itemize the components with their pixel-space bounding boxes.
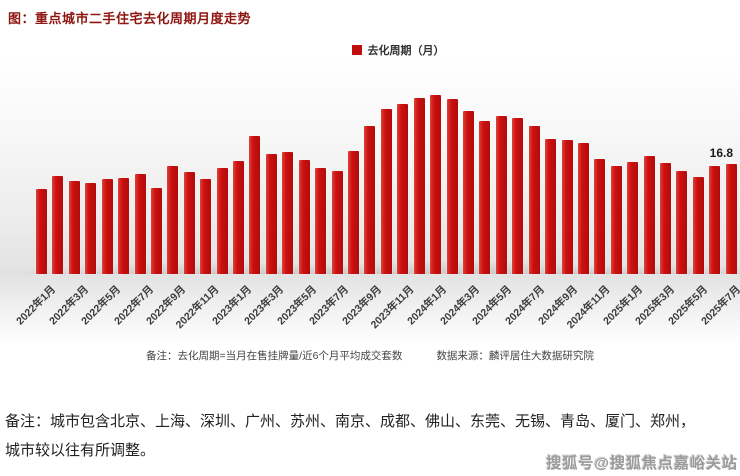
bar-2023年6月 — [315, 168, 327, 274]
bar-2022年4月 — [85, 183, 97, 274]
bar-2023年4月 — [282, 152, 294, 274]
bar-2024年6月 — [512, 118, 524, 274]
bar-2022年6月 — [118, 178, 130, 274]
bar-2023年12月 — [413, 98, 425, 274]
bar-2024年5月 — [495, 116, 507, 274]
bar-2024年1月 — [430, 95, 442, 274]
bar-2022年10月 — [183, 172, 195, 274]
bar-2025年6月 — [709, 166, 721, 274]
bar-2024年10月 — [577, 143, 589, 274]
footer-note: 备注：城市包含北京、上海、深圳、广州、苏州、南京、成都、佛山、东莞、无锡、青岛、… — [5, 408, 735, 465]
watermark: 搜狐号@搜狐焦点嘉峪关站 — [546, 455, 738, 472]
bar-2024年3月 — [462, 111, 474, 274]
bar-2025年5月 — [692, 177, 704, 274]
bar-2024年2月 — [446, 99, 458, 274]
bar-2025年7月 — [725, 164, 737, 274]
chart-title: 图：重点城市二手住宅去化周期月度走势 — [8, 11, 252, 26]
bar-2023年1月 — [233, 161, 245, 274]
bar-2022年8月 — [150, 188, 162, 274]
bar-2023年10月 — [380, 109, 392, 274]
bar-2023年7月 — [331, 171, 343, 274]
bar-2024年11月 — [594, 159, 606, 274]
bar-2023年8月 — [348, 151, 360, 274]
bar-2024年7月 — [528, 126, 540, 274]
bar-2022年5月 — [101, 179, 113, 274]
bar-2024年12月 — [610, 166, 622, 274]
bar-2022年11月 — [200, 179, 212, 274]
bar-2024年8月 — [545, 139, 557, 274]
bar-2025年2月 — [643, 156, 655, 274]
bar-2023年5月 — [298, 160, 310, 274]
bar-series — [36, 60, 737, 274]
chart-legend: 去化周期（月） — [28, 42, 740, 58]
bar-2024年9月 — [561, 140, 573, 274]
bar-2022年3月 — [68, 181, 80, 274]
footer-note-line1: 备注：城市包含北京、上海、深圳、广州、苏州、南京、成都、佛山、东莞、无锡、青岛、… — [5, 414, 696, 430]
data-label-2025年7月: 16.8 — [709, 146, 733, 160]
legend-swatch-icon — [351, 45, 362, 55]
footer-note-line2: 城市较以往有所调整。 — [5, 442, 156, 459]
bar-2022年9月 — [167, 166, 179, 274]
bar-2022年1月 — [36, 189, 47, 274]
chart-notes: 备注：去化周期=当月在售挂牌量/近6个月平均成交套数 数据来源：麟评居住大数据研… — [0, 348, 740, 363]
bar-2025年3月 — [660, 163, 672, 274]
bar-2024年4月 — [479, 121, 491, 274]
note-source: 数据来源：麟评居住大数据研究院 — [436, 350, 594, 362]
bar-2022年2月 — [52, 176, 64, 274]
bar-2022年12月 — [216, 168, 228, 274]
bar-2023年9月 — [364, 126, 376, 274]
bar-2022年7月 — [134, 174, 146, 274]
bar-2023年11月 — [397, 104, 409, 274]
plot-area: 16.8 — [0, 60, 740, 280]
bar-2025年1月 — [627, 162, 639, 274]
x-axis: 2022年1月 2022年3月 2022年5月 2022年7月 2022年9月 2022年… — [0, 274, 740, 346]
note-definition: 备注：去化周期=当月在售挂牌量/近6个月平均成交套数 — [146, 350, 403, 362]
bar-2023年3月 — [265, 154, 277, 274]
bar-2025年4月 — [676, 171, 688, 274]
bar-2023年2月 — [249, 136, 261, 274]
legend-label: 去化周期（月） — [367, 45, 445, 57]
